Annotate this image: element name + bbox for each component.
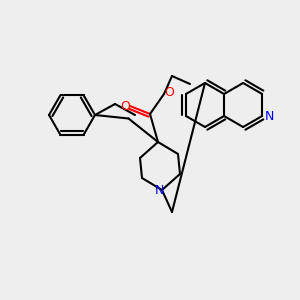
Text: O: O xyxy=(164,85,174,98)
Text: O: O xyxy=(120,100,130,112)
Text: N: N xyxy=(154,184,164,196)
Text: N: N xyxy=(265,110,274,122)
